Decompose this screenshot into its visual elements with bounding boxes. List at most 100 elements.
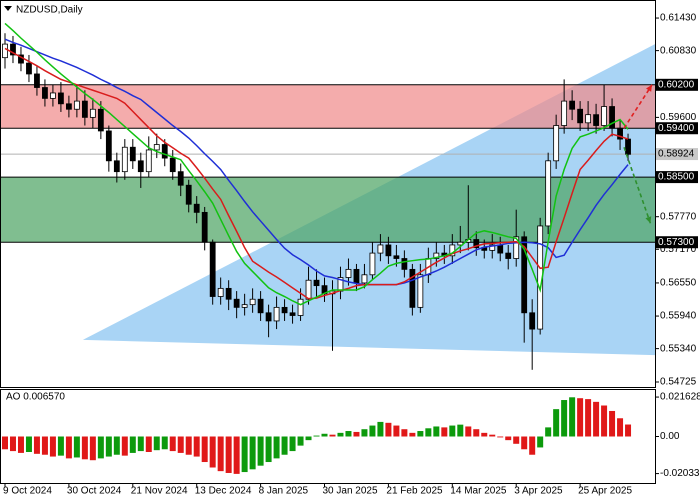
moving-average [4, 38, 629, 286]
ao-bar [625, 424, 632, 437]
candle-body [217, 287, 224, 297]
candle-body [2, 43, 8, 59]
ao-bar [153, 436, 160, 451]
ao-bar [385, 422, 392, 437]
zone [1, 177, 655, 243]
y-tick-label: 0.021628 [660, 392, 700, 403]
candle-body [593, 114, 599, 126]
x-tick-label: 21 Nov 2024 [131, 486, 188, 497]
x-tick-label: 30 Oct 2024 [67, 486, 122, 497]
x-tick-label: 8 Jan 2025 [259, 486, 309, 497]
ao-bar [201, 436, 208, 463]
zone [1, 84, 655, 129]
ao-bar [561, 400, 568, 437]
moving-average [4, 22, 629, 306]
candle-body [265, 312, 272, 322]
ao-bar [609, 410, 616, 437]
candle-body [513, 236, 520, 259]
candle-body [225, 287, 232, 300]
candle-body [433, 252, 440, 259]
candle-body [201, 211, 208, 243]
candle-body [193, 203, 200, 213]
ao-bar [113, 436, 120, 455]
ao-bar [145, 436, 152, 452]
level-label: 0.57300 [658, 237, 695, 248]
candle-body [609, 106, 615, 129]
moving-average [4, 47, 629, 300]
ao-bar [601, 405, 608, 437]
candle-body [105, 130, 112, 162]
candle-body [473, 239, 480, 249]
level-label-bg [656, 122, 698, 135]
ao-bar [393, 425, 400, 437]
level-label-bg [656, 236, 698, 249]
candle-body [625, 138, 631, 155]
menu-icon[interactable] [4, 6, 12, 11]
ao-bar [377, 421, 384, 437]
ao-bar [169, 436, 176, 452]
candle-body [393, 255, 400, 259]
ao-bar [401, 429, 408, 437]
ao-bar [297, 436, 304, 446]
x-tick-label: 3 Apr 2025 [514, 486, 563, 497]
candle-body [561, 100, 568, 126]
candle-body [385, 244, 392, 257]
level-label-bg [656, 78, 698, 91]
ao-bar [585, 399, 592, 437]
candle-body [34, 73, 40, 88]
ao-bar [569, 397, 576, 437]
ao-bar [41, 436, 48, 455]
candle-body [273, 306, 280, 322]
ao-bar [73, 436, 80, 458]
y-tick-label: 0.54725 [660, 377, 697, 388]
candle-body [553, 125, 560, 162]
candle-body [81, 100, 88, 118]
ao-bar [489, 434, 496, 437]
candle-body [345, 268, 352, 278]
candle-body [401, 258, 408, 270]
ao-bar [521, 436, 528, 450]
ao-bar [249, 436, 256, 470]
ao-bar [209, 436, 216, 468]
ao-bar [225, 436, 232, 473]
ao-label: AO 0.006570 [6, 392, 65, 403]
ao-bar [417, 431, 424, 437]
candle-body [601, 106, 607, 126]
ao-bar [121, 436, 128, 456]
candle-body [97, 108, 104, 132]
candle-body [361, 274, 368, 284]
candle-body [137, 160, 144, 173]
candle-body [50, 92, 56, 99]
ao-bar [441, 427, 448, 437]
candle-body [185, 184, 192, 205]
ao-bar [185, 436, 192, 455]
ao-bar [577, 398, 584, 437]
candle-body [313, 279, 320, 287]
ao-bar [25, 436, 32, 452]
y-tick-label: 0.60830 [660, 45, 697, 56]
ao-bar [337, 432, 344, 437]
y-tick-label: 0.55340 [660, 343, 697, 354]
candle-body [249, 298, 256, 306]
candle-body [409, 268, 416, 308]
candle-body [169, 157, 176, 173]
ao-bar [57, 436, 64, 456]
candle-body [209, 241, 216, 297]
candle-body [489, 244, 496, 251]
candle-body [161, 144, 168, 159]
candle-body [65, 103, 72, 110]
ao-bar [457, 424, 464, 437]
candle-body [577, 108, 584, 124]
candle-body [73, 100, 80, 110]
ao-bar [49, 436, 56, 457]
ao-bar [345, 431, 352, 437]
arrow-head [645, 216, 652, 224]
ao-bar [409, 432, 416, 437]
ao-bar [465, 426, 472, 437]
ao-bar [305, 436, 312, 441]
candle-body [497, 244, 504, 254]
candle-body [505, 252, 512, 259]
candle-body [10, 43, 16, 56]
x-tick-label: 13 Dec 2024 [195, 486, 252, 497]
